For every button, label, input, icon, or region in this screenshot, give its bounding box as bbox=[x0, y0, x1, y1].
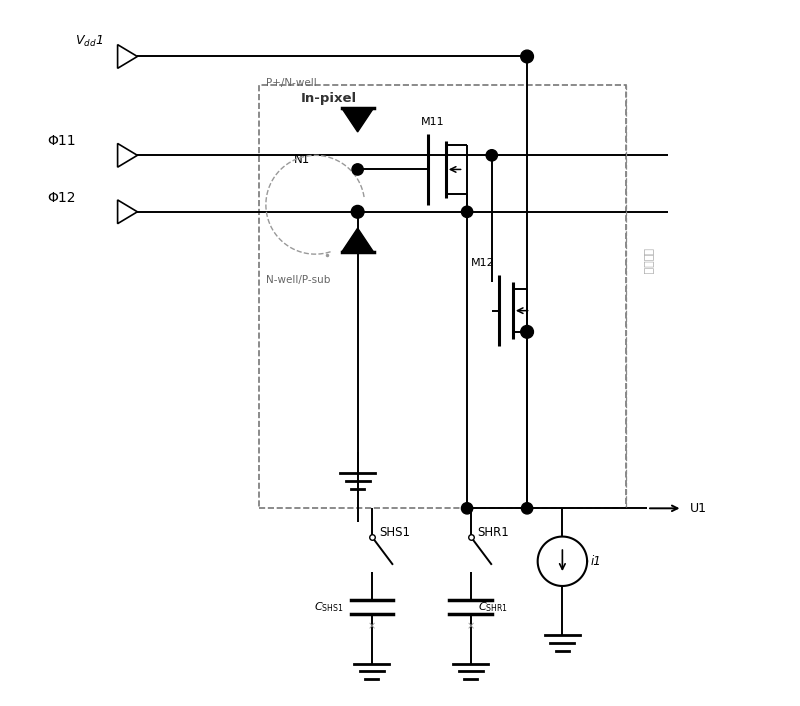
Text: M11: M11 bbox=[421, 117, 445, 127]
Circle shape bbox=[462, 503, 473, 514]
Polygon shape bbox=[342, 108, 374, 132]
Text: Φ12: Φ12 bbox=[47, 191, 75, 205]
Circle shape bbox=[521, 50, 534, 63]
Text: SHR1: SHR1 bbox=[478, 526, 510, 539]
Text: $V_{dd}$1: $V_{dd}$1 bbox=[75, 35, 103, 49]
Text: 输出列线: 输出列线 bbox=[642, 248, 652, 275]
Text: $\times$: $\times$ bbox=[466, 621, 475, 632]
Text: Φ11: Φ11 bbox=[47, 134, 76, 148]
Text: N-well/P-sub: N-well/P-sub bbox=[266, 275, 330, 285]
Polygon shape bbox=[342, 228, 374, 252]
Circle shape bbox=[522, 503, 533, 514]
Text: SHS1: SHS1 bbox=[379, 526, 410, 539]
Text: $C_{\mathrm{SHR1}}$: $C_{\mathrm{SHR1}}$ bbox=[478, 600, 508, 614]
Text: In-pixel: In-pixel bbox=[301, 92, 358, 104]
Circle shape bbox=[351, 205, 364, 218]
Circle shape bbox=[486, 150, 498, 161]
Text: N1: N1 bbox=[294, 153, 310, 166]
Text: M12: M12 bbox=[470, 258, 494, 268]
Text: i1: i1 bbox=[590, 555, 602, 568]
Text: $\times$: $\times$ bbox=[367, 621, 376, 632]
Text: U1: U1 bbox=[690, 502, 706, 515]
Circle shape bbox=[462, 206, 473, 217]
Text: $C_{\mathrm{SHS1}}$: $C_{\mathrm{SHS1}}$ bbox=[314, 600, 343, 614]
Text: P+/N-well: P+/N-well bbox=[266, 78, 317, 88]
Circle shape bbox=[521, 325, 534, 338]
Circle shape bbox=[352, 164, 363, 175]
